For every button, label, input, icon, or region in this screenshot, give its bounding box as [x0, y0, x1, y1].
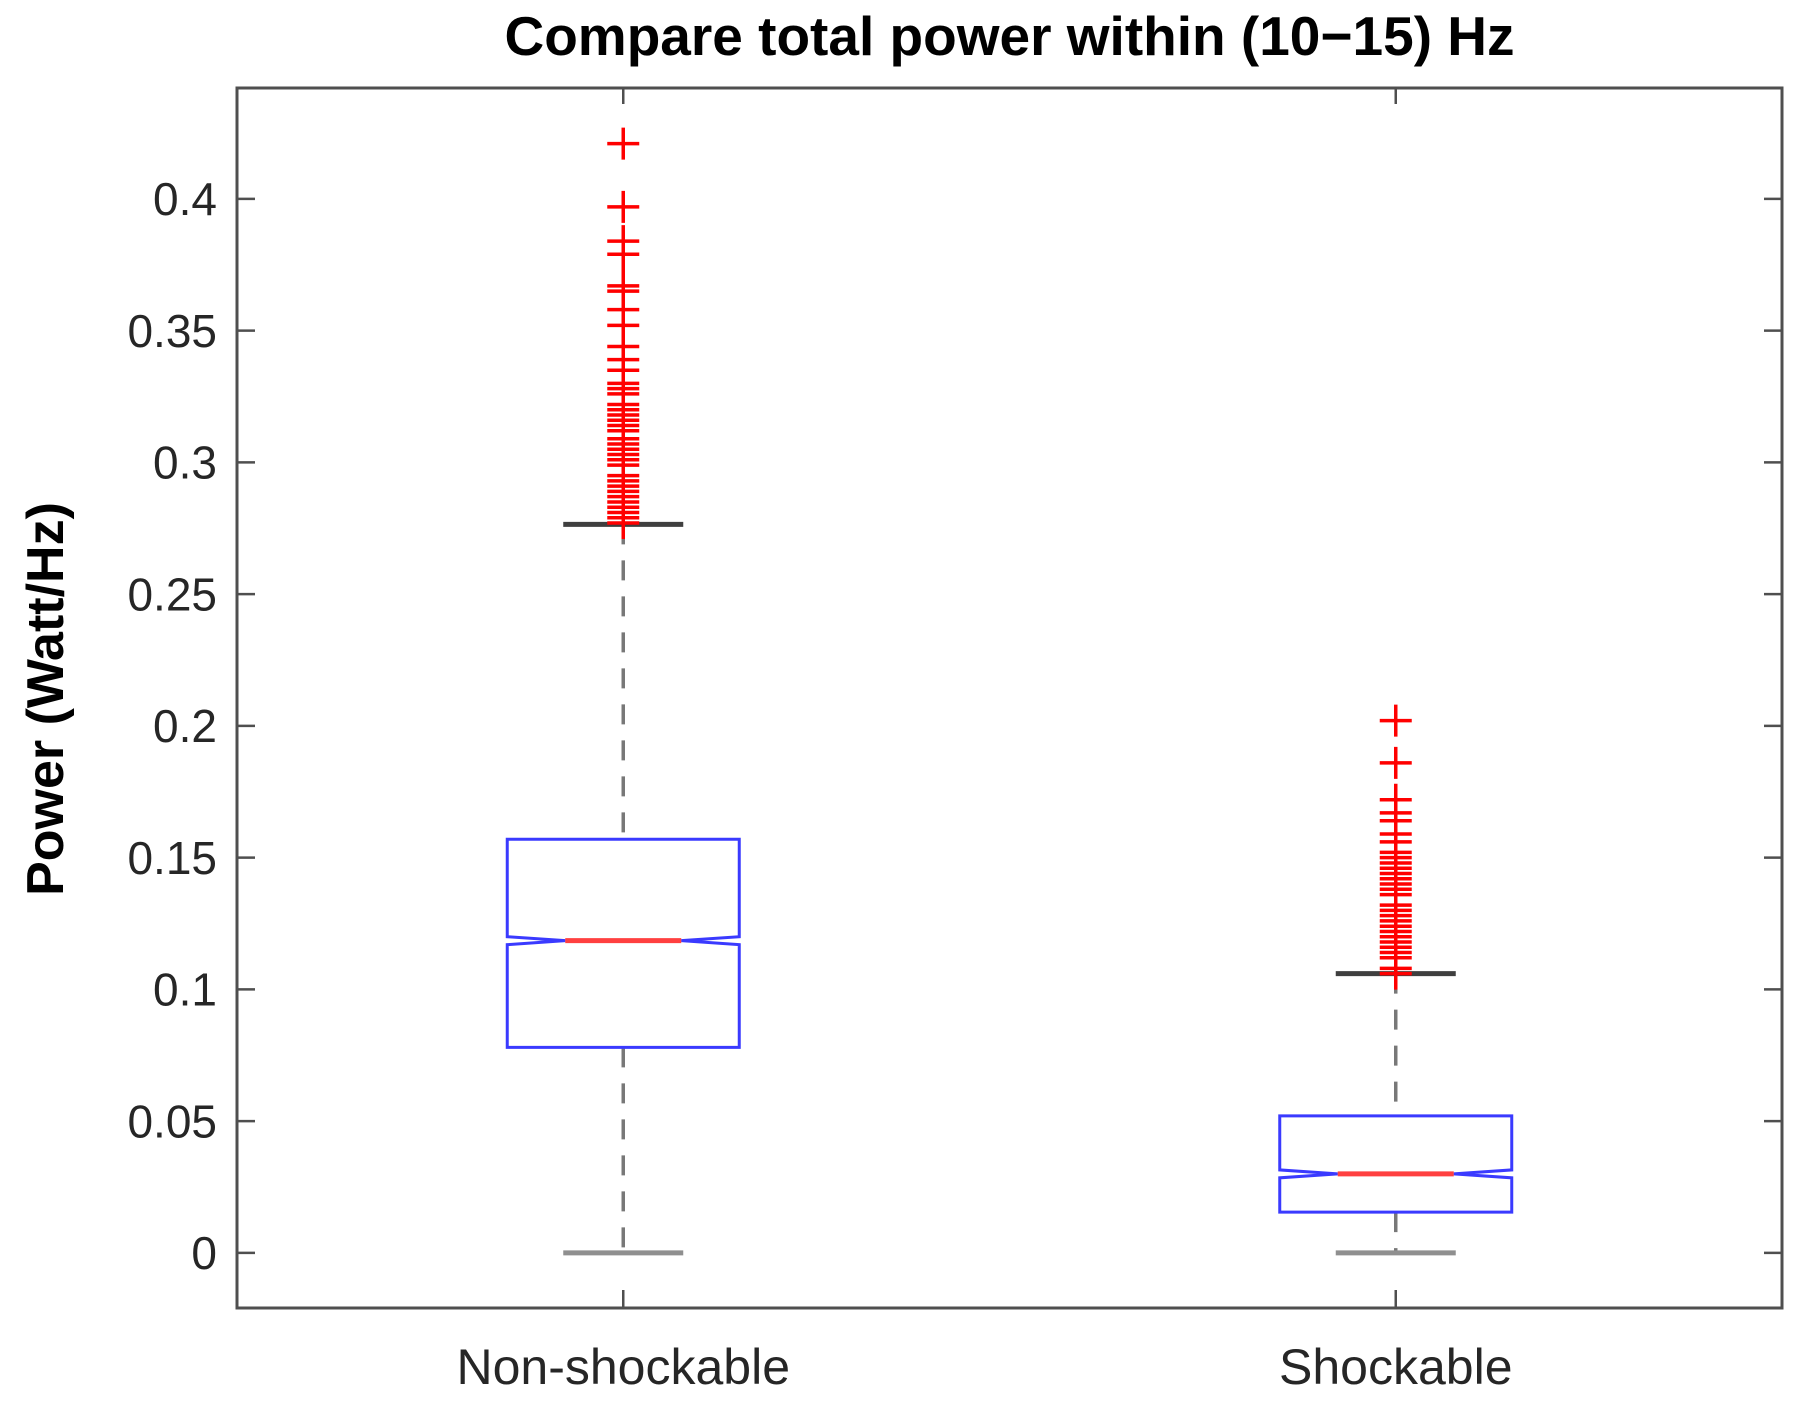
outlier-cross-non-shockable — [607, 190, 640, 223]
outlier-cross-non-shockable — [607, 225, 640, 258]
outlier-cross-non-shockable — [607, 127, 640, 160]
axis-frame — [235, 86, 1784, 1310]
chart-title: Compare total power within (10−15) Hz — [504, 5, 1515, 67]
y-tick-label: 0.25 — [127, 568, 217, 620]
outlier-cross-shockable — [1379, 783, 1412, 816]
box-shockable — [1278, 1114, 1514, 1214]
outlier-cross-shockable — [1379, 746, 1412, 779]
y-tick-label: 0.05 — [127, 1095, 217, 1147]
outlier-cross-non-shockable — [607, 269, 640, 302]
y-tick-label: 0.1 — [153, 964, 217, 1016]
y-tick-label: 0.3 — [153, 437, 217, 489]
y-tick-label: 0.2 — [153, 700, 217, 752]
y-tick-label: 0.15 — [127, 832, 217, 884]
y-tick-label: 0 — [191, 1227, 217, 1279]
y-tick-label: 0.4 — [153, 173, 217, 225]
category-label-shockable: Shockable — [1279, 1339, 1513, 1395]
box-non-shockable — [505, 837, 741, 1049]
category-label-non-shockable: Non-shockable — [456, 1339, 791, 1395]
outlier-cross-shockable — [1379, 704, 1412, 737]
y-tick-label: 0.35 — [127, 305, 217, 357]
